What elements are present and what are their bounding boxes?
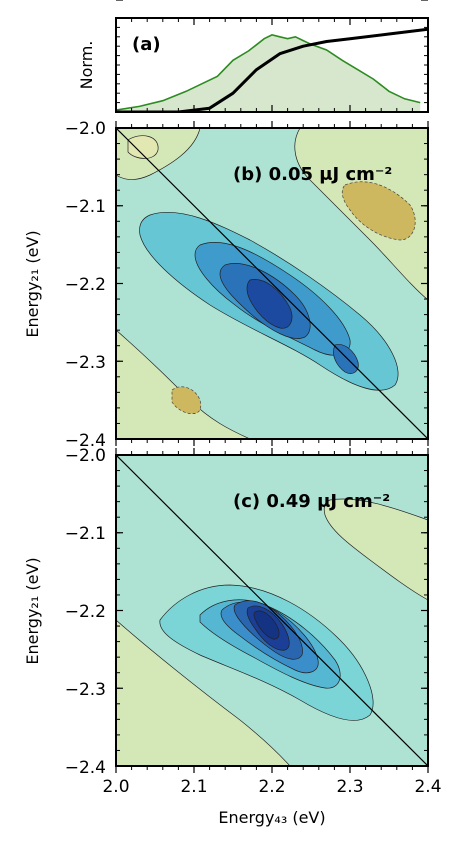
panel-a-ticks bbox=[115, 0, 429, 113]
panel-b-diagonal-line bbox=[116, 128, 428, 439]
panel-b-ytick-label: −2.1 bbox=[65, 197, 106, 217]
panel-a-series bbox=[116, 27, 428, 112]
absorption-line bbox=[116, 27, 428, 112]
panel-c-label: (c) 0.49 μJ cm⁻² bbox=[233, 491, 390, 512]
panel-c-xlabel: Energy₄₃ (eV) bbox=[218, 808, 325, 827]
panel-c-ytick-label: −2.0 bbox=[65, 446, 106, 466]
panel-b-ticks bbox=[115, 121, 429, 446]
panel-c-ytick-label: −2.3 bbox=[65, 680, 106, 700]
panel-c-ticks bbox=[115, 448, 429, 773]
panel-b-contour bbox=[246, 279, 293, 329]
panel-c-ylabel: Energy₂₁ (eV) bbox=[23, 557, 42, 664]
panel-c-contour bbox=[323, 498, 428, 601]
panel-a-label: (a) bbox=[132, 34, 161, 55]
panel-b-ytick-label: −2.2 bbox=[65, 275, 106, 295]
panel-b-ytick-label: −2.0 bbox=[65, 119, 106, 139]
panel-c-contour-map bbox=[116, 455, 428, 766]
panel-c-ytick-label: −2.4 bbox=[65, 758, 106, 778]
panel-b-ytick-label: −2.4 bbox=[65, 431, 106, 451]
panel-b-ylabel: Energy₂₁ (eV) bbox=[23, 230, 42, 337]
panel-a: (a) Norm. bbox=[77, 0, 429, 113]
panel-b-contour bbox=[127, 135, 159, 159]
panel-c-contour bbox=[253, 610, 280, 640]
spectrum-area bbox=[116, 34, 421, 112]
panel-b-ytick-label: −2.3 bbox=[65, 353, 106, 373]
panel-c-ytick-label: −2.2 bbox=[65, 602, 106, 622]
panel-a-ylabel: Norm. bbox=[77, 41, 96, 90]
panel-c-xtick-label: 2.4 bbox=[414, 777, 441, 797]
panel-b-contour-map bbox=[116, 128, 428, 439]
panel-c-ytick-label: −2.1 bbox=[65, 524, 106, 544]
panel-c-contour bbox=[116, 619, 291, 766]
panel-b-contour bbox=[341, 181, 416, 241]
panel-c-diagonal-line bbox=[116, 455, 428, 766]
spectrum-line bbox=[116, 34, 421, 111]
panel-c-xtick-label: 2.0 bbox=[102, 777, 129, 797]
panel-c: −2.0 −2.1 −2.2 −2.3 −2.4 2.0 2.1 2.2 2.3… bbox=[23, 446, 442, 827]
panel-b-label: (b) 0.05 μJ cm⁻² bbox=[233, 164, 392, 185]
panel-c-xtick-label: 2.2 bbox=[258, 777, 285, 797]
panel-b: −2.0 −2.1 −2.2 −2.3 −2.4 (b) 0.05 μJ cm⁻… bbox=[23, 119, 429, 451]
panel-c-xtick-label: 2.1 bbox=[180, 777, 207, 797]
panel-c-xtick-label: 2.3 bbox=[336, 777, 363, 797]
panel-b-contour bbox=[171, 386, 202, 414]
